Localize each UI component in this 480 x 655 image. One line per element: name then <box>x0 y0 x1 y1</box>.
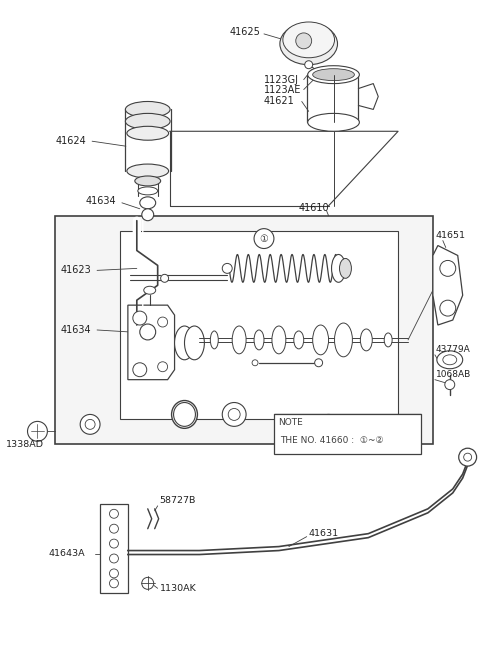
Circle shape <box>142 577 154 590</box>
Ellipse shape <box>339 259 351 278</box>
Ellipse shape <box>360 329 372 351</box>
Circle shape <box>296 33 312 49</box>
Ellipse shape <box>384 333 392 347</box>
Polygon shape <box>433 246 463 325</box>
Circle shape <box>305 61 312 69</box>
Ellipse shape <box>280 23 337 65</box>
Circle shape <box>464 453 472 461</box>
Bar <box>100 504 128 593</box>
Ellipse shape <box>308 66 360 84</box>
Ellipse shape <box>174 403 195 426</box>
Ellipse shape <box>125 113 170 129</box>
Text: 41634: 41634 <box>85 196 116 206</box>
Circle shape <box>142 209 154 221</box>
Circle shape <box>109 569 119 578</box>
Ellipse shape <box>443 355 457 365</box>
Circle shape <box>157 317 168 327</box>
Text: ②: ② <box>324 419 333 430</box>
Text: ①: ① <box>260 234 268 244</box>
Bar <box>274 415 421 454</box>
Text: NOTE: NOTE <box>278 418 303 427</box>
Ellipse shape <box>184 326 204 360</box>
Circle shape <box>157 362 168 372</box>
Text: 41651: 41651 <box>436 231 466 240</box>
Text: 41643A: 41643A <box>48 549 85 558</box>
Ellipse shape <box>144 286 156 294</box>
Ellipse shape <box>437 351 463 369</box>
Ellipse shape <box>176 405 193 424</box>
Circle shape <box>228 409 240 421</box>
Ellipse shape <box>175 326 194 360</box>
Circle shape <box>109 524 119 533</box>
Circle shape <box>80 415 100 434</box>
Ellipse shape <box>312 325 329 355</box>
Ellipse shape <box>127 164 168 178</box>
Circle shape <box>27 421 48 441</box>
Text: 41631: 41631 <box>309 529 339 538</box>
Ellipse shape <box>254 330 264 350</box>
Circle shape <box>109 539 119 548</box>
Text: 41624: 41624 <box>55 136 86 146</box>
Text: 41610: 41610 <box>299 203 329 213</box>
Circle shape <box>109 579 119 588</box>
Circle shape <box>85 419 95 429</box>
Bar <box>307 75 359 122</box>
Text: 1123AE: 1123AE <box>264 84 301 94</box>
Ellipse shape <box>232 326 246 354</box>
Text: 41625: 41625 <box>229 27 260 37</box>
Circle shape <box>440 261 456 276</box>
Polygon shape <box>128 305 175 380</box>
Ellipse shape <box>332 255 346 282</box>
Text: 41623: 41623 <box>60 265 91 275</box>
Circle shape <box>109 554 119 563</box>
Circle shape <box>254 229 274 248</box>
Text: 41621: 41621 <box>264 96 295 107</box>
Ellipse shape <box>138 187 157 195</box>
Circle shape <box>445 380 455 390</box>
Circle shape <box>133 311 147 325</box>
Text: 1068AB: 1068AB <box>436 370 471 379</box>
Ellipse shape <box>335 323 352 357</box>
Ellipse shape <box>138 325 157 339</box>
Text: 58727B: 58727B <box>160 496 196 506</box>
Circle shape <box>222 263 232 273</box>
Ellipse shape <box>125 102 170 117</box>
Ellipse shape <box>171 400 197 428</box>
Bar <box>55 215 433 444</box>
Ellipse shape <box>294 331 304 349</box>
Ellipse shape <box>312 69 354 81</box>
Text: 41634: 41634 <box>60 325 91 335</box>
Ellipse shape <box>272 326 286 354</box>
Bar <box>120 231 398 419</box>
Circle shape <box>459 448 477 466</box>
Circle shape <box>315 359 323 367</box>
Circle shape <box>222 403 246 426</box>
Circle shape <box>140 324 156 340</box>
Circle shape <box>133 363 147 377</box>
Text: 43779A: 43779A <box>436 345 470 354</box>
Text: 1338AD: 1338AD <box>6 440 44 449</box>
Circle shape <box>161 274 168 282</box>
Ellipse shape <box>283 22 335 58</box>
Circle shape <box>319 415 338 434</box>
Ellipse shape <box>210 331 218 349</box>
Ellipse shape <box>308 113 360 131</box>
Circle shape <box>252 360 258 365</box>
Circle shape <box>109 510 119 518</box>
Text: 1130AK: 1130AK <box>160 584 196 593</box>
Ellipse shape <box>135 176 161 186</box>
Text: 1123GJ: 1123GJ <box>264 75 299 84</box>
Circle shape <box>440 300 456 316</box>
Text: THE NO. 41660 :  ①~②: THE NO. 41660 : ①~② <box>280 436 384 445</box>
Ellipse shape <box>127 126 168 140</box>
Ellipse shape <box>140 197 156 209</box>
